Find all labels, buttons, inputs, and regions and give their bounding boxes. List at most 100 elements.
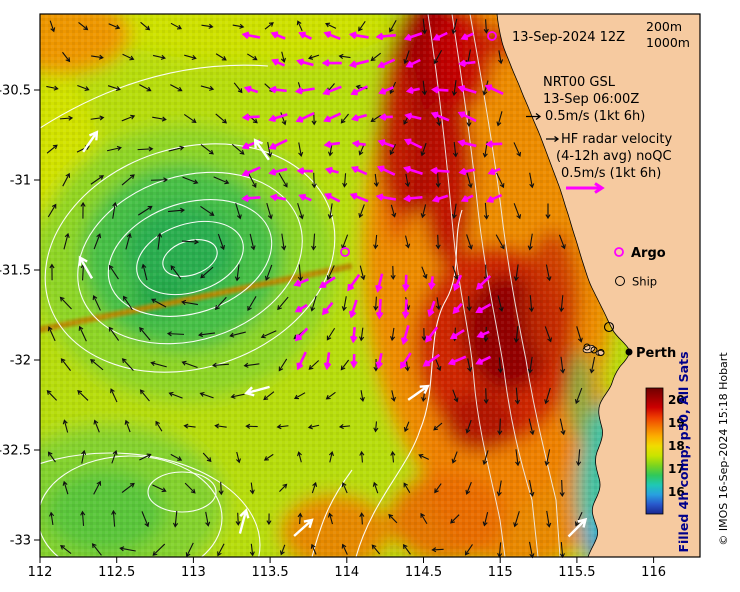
geostrophic-arrows-layer: [46, 18, 596, 559]
current-arrow: [498, 50, 504, 65]
hf-arrow: [349, 326, 358, 344]
current-arrow: [559, 418, 566, 436]
current-arrow: [168, 391, 183, 399]
ship-legend-label: Ship: [632, 275, 657, 289]
hf-arrow: [351, 139, 366, 148]
current-arrow: [150, 177, 169, 183]
isobath-200m-label: 200m: [646, 19, 682, 34]
current-arrow: [497, 295, 504, 312]
mean-flow-arrow: [78, 255, 94, 279]
gsl-scale-arrow-icon: [526, 112, 542, 121]
mean-flow-arrow: [238, 508, 250, 534]
current-arrow: [340, 113, 350, 124]
current-arrow: [276, 424, 289, 430]
current-arrow: [328, 450, 334, 463]
current-arrow: [278, 172, 288, 188]
current-arrow: [60, 358, 71, 371]
hf-arrow: [296, 58, 314, 67]
colorbar-tick-label: 19: [668, 416, 685, 430]
hf-arrow: [350, 166, 368, 176]
axis-tick-labels: 112 112.5 113 113.5 114 114.5 115 115.5 116 -30.5…: [0, 84, 666, 581]
hf-arrow: [294, 303, 308, 313]
current-arrow: [121, 174, 135, 186]
current-arrow: [420, 204, 427, 219]
current-arrow: [452, 389, 459, 403]
y-tick-label: -32.5: [0, 444, 31, 459]
colorbar: 20 19 18 17 16 Filled 4h comp, p50, All Sats: [645, 351, 691, 553]
current-arrow: [372, 481, 379, 494]
hf-arrow: [422, 353, 441, 367]
current-arrow: [311, 233, 317, 251]
ship-track-marker: [590, 346, 598, 354]
hf-arrow: [457, 111, 477, 123]
current-arrow: [235, 202, 242, 220]
hf-arrow: [425, 326, 439, 343]
current-arrow: [90, 175, 104, 185]
hf-arrow: [268, 113, 288, 123]
hf-arrow: [476, 330, 490, 339]
hf-legend-title: HF radar velocity: [561, 132, 673, 147]
hf-arrow: [447, 355, 467, 366]
current-arrow: [528, 480, 535, 497]
current-arrow: [60, 545, 72, 554]
current-arrow: [326, 265, 335, 281]
current-arrow: [247, 53, 258, 61]
current-arrow: [249, 233, 256, 251]
hf-arrow: [377, 58, 396, 69]
current-arrow: [496, 111, 503, 127]
current-arrow: [200, 266, 214, 279]
current-arrow: [390, 265, 396, 280]
annotations: 13-Sep-2024 12Z 200m 1000m NRT00 GSL 13-…: [512, 19, 690, 289]
hf-arrow: [452, 302, 463, 315]
current-arrow: [370, 114, 381, 122]
hf-legend-scale: 0.5m/s (1kt 6h): [561, 166, 661, 181]
current-arrow: [47, 451, 56, 463]
current-arrow: [420, 142, 427, 157]
current-arrow: [230, 393, 245, 399]
current-arrow: [495, 234, 505, 250]
axis-tick-marks: [34, 89, 655, 563]
hf-arrow: [401, 299, 410, 320]
current-arrow: [112, 201, 118, 219]
current-arrow: [279, 483, 288, 493]
current-arrow: [46, 390, 58, 401]
current-arrow: [141, 511, 150, 528]
hf-arrow: [375, 32, 397, 41]
current-arrow: [80, 510, 86, 526]
current-arrow: [559, 479, 565, 498]
hf-arrow: [484, 84, 504, 95]
current-arrow: [311, 172, 317, 189]
current-arrow: [497, 418, 503, 436]
hf-arrow: [376, 165, 396, 176]
current-arrow: [49, 263, 55, 281]
map-markers: Perth: [340, 31, 676, 361]
current-arrow: [435, 234, 441, 250]
current-arrow: [108, 326, 120, 341]
current-arrow: [342, 173, 348, 188]
current-arrow: [121, 114, 136, 122]
current-arrow: [326, 327, 336, 341]
current-arrow: [465, 419, 472, 434]
current-arrow: [297, 202, 304, 220]
hf-scale-arrow-icon: [566, 182, 605, 194]
mean-flow-arrow: [293, 518, 314, 537]
current-arrow: [327, 203, 333, 220]
current-arrow: [544, 326, 553, 343]
hf-arrow: [449, 329, 465, 340]
current-arrow: [341, 481, 348, 494]
current-arrow: [544, 387, 551, 405]
hf-arrow: [430, 166, 450, 175]
hf-arrow: [375, 352, 384, 370]
current-arrow: [234, 264, 240, 282]
hf-arrow: [347, 273, 361, 292]
current-arrow: [200, 144, 214, 155]
hf-arrow: [458, 167, 476, 176]
hf-arrow: [377, 139, 395, 148]
current-arrow: [266, 202, 273, 220]
hf-arrow: [241, 31, 261, 39]
current-arrow: [421, 18, 428, 35]
hf-arrow: [321, 59, 342, 67]
current-arrow: [182, 176, 199, 185]
current-arrow: [62, 419, 69, 433]
current-arrow: [90, 115, 105, 121]
